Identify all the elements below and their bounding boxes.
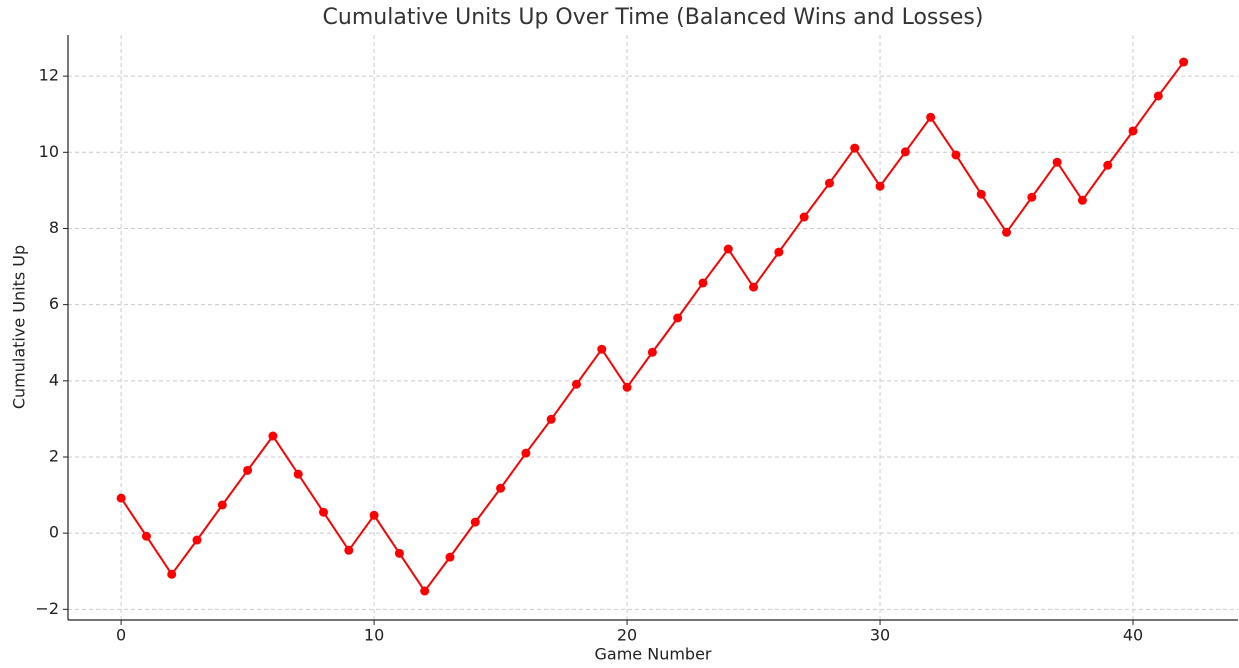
point <box>394 548 404 558</box>
point <box>1027 192 1037 202</box>
point <box>1179 57 1189 67</box>
y-tick-label: 0 <box>49 523 59 542</box>
point <box>597 344 607 354</box>
y-tick-label: 8 <box>49 218 59 237</box>
point <box>217 500 227 510</box>
point <box>875 181 885 191</box>
x-tick-label: 40 <box>1123 626 1143 645</box>
y-tick-label: 6 <box>49 294 59 313</box>
point <box>571 379 581 389</box>
point <box>673 313 683 323</box>
chart-title: Cumulative Units Up Over Time (Balanced … <box>323 5 984 30</box>
point <box>850 143 860 153</box>
point <box>698 278 708 288</box>
x-tick-label: 10 <box>364 626 384 645</box>
point <box>167 569 177 579</box>
point <box>369 510 379 520</box>
y-tick-label: 4 <box>49 370 59 389</box>
point <box>116 493 126 503</box>
point <box>319 507 329 517</box>
point <box>192 535 202 545</box>
point <box>647 347 657 357</box>
plot <box>116 57 1189 596</box>
point <box>824 178 834 188</box>
point <box>749 282 759 292</box>
point <box>951 150 961 160</box>
x-tick-label: 20 <box>617 626 637 645</box>
point <box>496 483 506 493</box>
point <box>774 247 784 257</box>
y-tick-label: −2 <box>35 599 59 618</box>
point <box>420 586 430 596</box>
point <box>344 545 354 555</box>
point <box>1153 91 1163 101</box>
point <box>1077 195 1087 205</box>
point <box>546 414 556 424</box>
point <box>293 469 303 479</box>
point <box>445 552 455 562</box>
point <box>799 212 809 222</box>
x-tick-label: 0 <box>116 626 126 645</box>
point <box>1128 126 1138 136</box>
point <box>470 517 480 527</box>
point <box>243 465 253 475</box>
point <box>622 382 632 392</box>
point <box>926 112 936 122</box>
y-tick-label: 12 <box>39 66 59 85</box>
point <box>1002 227 1012 237</box>
y-tick-label: 2 <box>49 446 59 465</box>
point <box>1052 157 1062 167</box>
point <box>268 431 278 441</box>
point <box>521 448 531 458</box>
y-axis-label: Cumulative Units Up <box>10 245 29 409</box>
x-tick-label: 30 <box>870 626 890 645</box>
point <box>141 531 151 541</box>
point <box>1103 160 1113 170</box>
point <box>723 244 733 254</box>
line <box>120 61 1185 593</box>
point <box>900 147 910 157</box>
point <box>976 189 986 199</box>
grid <box>68 35 1238 620</box>
x-axis-label: Game Number <box>595 645 712 664</box>
y-tick-label: 10 <box>39 142 59 161</box>
